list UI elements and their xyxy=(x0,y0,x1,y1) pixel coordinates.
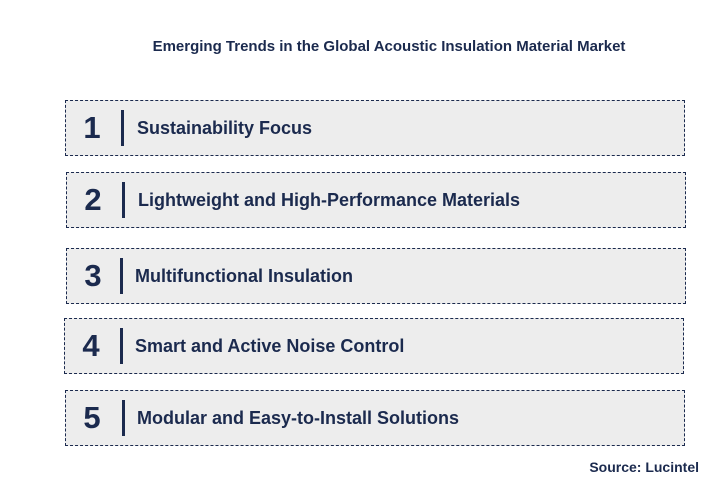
trend-label: Modular and Easy-to-Install Solutions xyxy=(137,407,460,428)
trend-number: 3 xyxy=(84,258,102,293)
trend-item-1: 1 Sustainability Focus xyxy=(65,100,685,156)
trend-divider xyxy=(120,258,123,294)
trend-item-2: 2 Lightweight and High-Performance Mater… xyxy=(66,172,686,228)
trend-number: 1 xyxy=(83,110,101,145)
trend-label: Lightweight and High-Performance Materia… xyxy=(138,189,521,210)
trend-divider xyxy=(121,110,124,146)
trend-number: 4 xyxy=(82,328,100,363)
trend-divider xyxy=(120,328,123,364)
trend-divider xyxy=(122,182,125,218)
trend-item-3: 3 Multifunctional Insulation xyxy=(66,248,686,304)
trend-number: 5 xyxy=(83,400,101,435)
page-title: Emerging Trends in the Global Acoustic I… xyxy=(152,38,626,55)
trend-item-5: 5 Modular and Easy-to-Install Solutions xyxy=(65,390,685,446)
trend-label: Multifunctional Insulation xyxy=(135,265,353,286)
trend-label: Sustainability Focus xyxy=(137,117,313,138)
trend-divider xyxy=(122,400,125,436)
trend-label: Smart and Active Noise Control xyxy=(135,335,405,356)
trend-number: 2 xyxy=(84,182,102,217)
trend-item-4: 4 Smart and Active Noise Control xyxy=(64,318,684,374)
source-note: Source: Lucintel xyxy=(589,459,699,475)
